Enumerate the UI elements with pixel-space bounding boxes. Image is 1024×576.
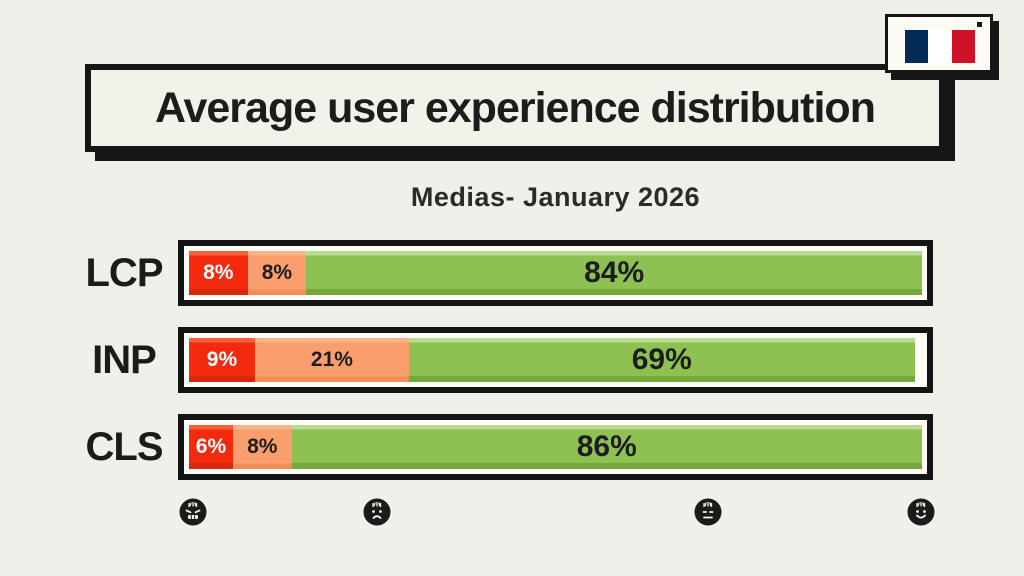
segment-needs-improvement: 8% (247, 251, 307, 295)
angry-face-icon (179, 498, 207, 526)
france-flag-icon (905, 30, 975, 63)
segment-good: 84% (306, 251, 922, 295)
flag-stripe-white (928, 30, 952, 63)
segment-needs-improvement: 8% (232, 425, 292, 469)
chart-row-cls: CLS 6% 8% 86% (70, 414, 933, 480)
segment-value-label: 69% (631, 343, 692, 376)
segment-good: 86% (291, 425, 922, 469)
chart-row-inp: INP 9% 21% 69% (70, 327, 933, 393)
bar-lcp: 8% 8% 84% (178, 240, 933, 306)
bar-inp: 9% 21% 69% (178, 327, 933, 393)
category-label-inp: INP (92, 337, 157, 382)
segment-value-label: 86% (576, 430, 637, 463)
segment-good: 69% (408, 338, 915, 382)
segment-poor: 9% (189, 338, 255, 382)
flag-stripe-blue (905, 30, 929, 63)
mood-icon-scale (178, 498, 935, 528)
neutral-face-icon (694, 498, 722, 526)
segment-value-label: 8% (247, 435, 278, 458)
bar-cls: 6% 8% 86% (178, 414, 933, 480)
upset-face-icon (363, 498, 391, 526)
segment-value-label: 8% (203, 261, 234, 284)
page-title: Average user experience distribution (155, 83, 876, 132)
bar-track: 9% 21% 69% (189, 338, 922, 382)
segment-value-label: 21% (310, 348, 353, 371)
chart: LCP 8% 8% 84% INP 9% 21% 69% CLS 6% 8% 86% (70, 240, 933, 480)
segment-value-label: 84% (584, 256, 645, 289)
happy-face-icon (907, 498, 935, 526)
segment-value-label: 6% (195, 435, 227, 458)
segment-poor: 6% (189, 425, 233, 469)
segment-value-label: 9% (206, 348, 238, 371)
segment-poor: 8% (189, 251, 248, 295)
category-label-cls: CLS (85, 424, 164, 469)
flag-stripe-red (951, 30, 975, 63)
chart-row-lcp: LCP 8% 8% 84% (70, 240, 933, 306)
flag-badge (885, 14, 993, 73)
chart-subtitle: Medias- January 2026 (410, 182, 701, 212)
corner-dot (977, 22, 982, 27)
category-label-lcp: LCP (85, 250, 164, 295)
bar-track: 8% 8% 84% (189, 251, 922, 295)
segment-value-label: 8% (261, 261, 293, 284)
segment-needs-improvement: 21% (254, 338, 409, 382)
bar-track: 6% 8% 86% (189, 425, 922, 469)
title-card: Average user experience distribution (85, 64, 945, 152)
